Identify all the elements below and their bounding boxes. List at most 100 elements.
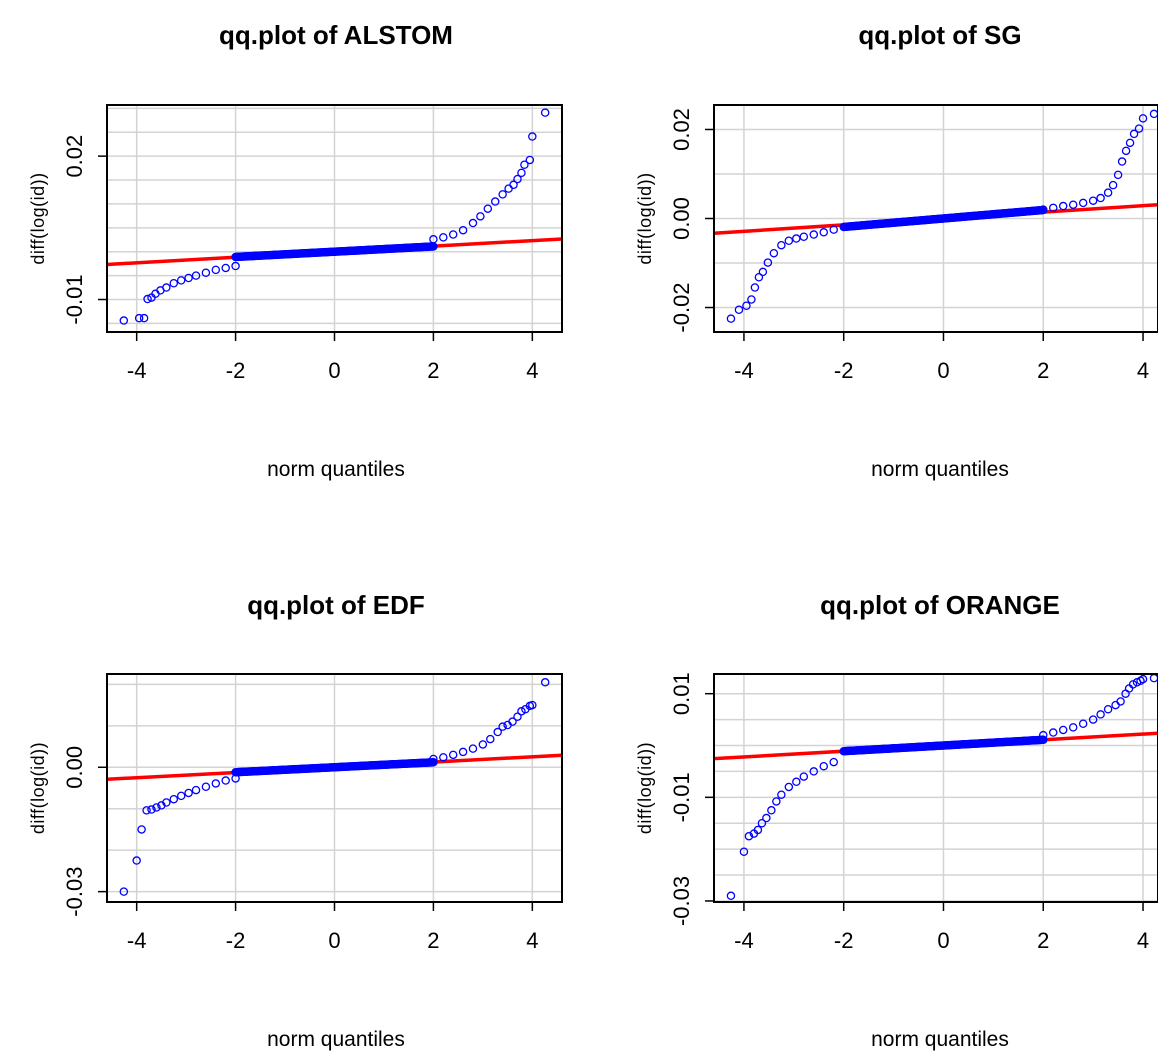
sample-point [747,295,756,304]
sample-points [119,678,550,896]
sample-point [439,233,448,242]
sample-point [734,305,744,314]
sample-point [508,717,517,726]
sample-point [504,184,513,193]
sample-point [762,813,771,823]
y-axis-label: diff(log(id)) [635,172,655,264]
gridlines [107,105,562,332]
sample-point [799,232,809,241]
sample-point [1088,196,1098,205]
sample-point [513,712,522,721]
sample-point [478,740,488,749]
sample-point [777,240,786,250]
sample-point [784,236,794,246]
sample-point [1048,203,1058,213]
sample-point [1121,146,1131,156]
sample-point [763,258,773,267]
sample-point [1068,200,1078,209]
sample-point [753,825,763,835]
qq-panel: -4 -2 0 2 4 -0.03 0.00 qq.plot of EDF norm quant… [28,590,563,1051]
sample-point [1138,114,1148,123]
sample-point [231,261,240,271]
sample-point [1058,725,1068,735]
sample-point [429,242,438,251]
sample-point [1116,697,1125,706]
plot-title: qq.plot of ORANGE [820,590,1060,620]
sample-point [221,263,230,273]
sample-point [169,279,179,288]
sample-point [1149,674,1158,683]
sample-point [139,313,149,323]
sample-point [819,761,829,771]
sample-point [448,750,458,760]
x-tick-label: 4 [1137,928,1149,953]
sample-point [429,758,438,767]
sample-point [1125,138,1135,148]
sample-point [1103,188,1113,197]
sample-point [143,294,152,304]
sample-point [726,891,736,901]
y-tick-label: 0.00 [62,746,87,789]
sample-points [726,674,1158,901]
gridlines [714,674,1158,902]
sample-point [468,744,478,753]
sample-points [119,108,550,325]
sample-point [1039,205,1048,215]
sample-point [739,847,749,856]
sample-point [1117,157,1127,166]
sample-point [1124,684,1134,693]
x-tick-label: 2 [1037,358,1049,383]
sample-point [769,248,779,258]
sample-point [142,806,151,815]
sample-point [1096,710,1105,719]
x-axis-label: norm quantiles [871,458,1009,481]
sample-point [517,168,526,178]
x-tick-label: 0 [328,358,340,383]
y-tick-label: 0.01 [669,672,694,715]
sample-point [201,782,211,792]
y-tick-label: -0.01 [669,772,694,822]
x-tick-label: 4 [526,928,538,953]
x-tick-label: -2 [226,928,246,953]
x-tick-label: 2 [427,928,439,953]
sample-point [1111,700,1120,710]
sample-point [176,276,186,285]
sample-point [184,273,193,283]
x-tick-label: -4 [734,358,754,383]
qq-panel: -4 -2 0 2 4 -0.03 -0.01 0.01 qq.plot of ORANGE no… [635,590,1158,1051]
sample-point [1078,198,1088,208]
x-axis-label: norm quantiles [871,1028,1009,1051]
sample-point [211,265,221,275]
sample-point [169,794,179,804]
sample-point [792,777,801,787]
sample-point [162,798,171,807]
sample-point [757,818,767,828]
x-tick-label: 0 [937,928,949,953]
sample-point [1138,674,1148,684]
sample-point [191,785,201,795]
sample-point [509,180,518,190]
sample-point [1149,109,1158,119]
plot-title: qq.plot of ALSTOM [219,20,453,50]
plot-title: qq.plot of SG [858,20,1021,50]
sample-point [1128,680,1138,689]
sample-point [201,268,211,277]
sample-point [162,283,171,292]
sample-point [1088,715,1098,724]
plot-frame [713,673,1158,903]
sample-point [758,267,768,277]
sample-point [221,776,230,785]
sample-point [754,273,764,282]
sample-point [134,313,144,323]
sample-point [540,108,550,117]
qq-panel: -4 -2 0 2 4 -0.02 0.00 0.02 qq.plot of SG norm qu… [635,20,1158,481]
y-tick-label: 0.00 [669,197,694,240]
sample-point [520,160,529,169]
x-tick-label: -2 [834,358,854,383]
sample-point [777,790,786,799]
sample-point [458,225,468,235]
sample-point [137,825,146,834]
sample-point [726,314,736,323]
y-axis-label: diff(log(id)) [28,742,48,834]
y-axis-label: diff(log(id)) [28,172,48,264]
